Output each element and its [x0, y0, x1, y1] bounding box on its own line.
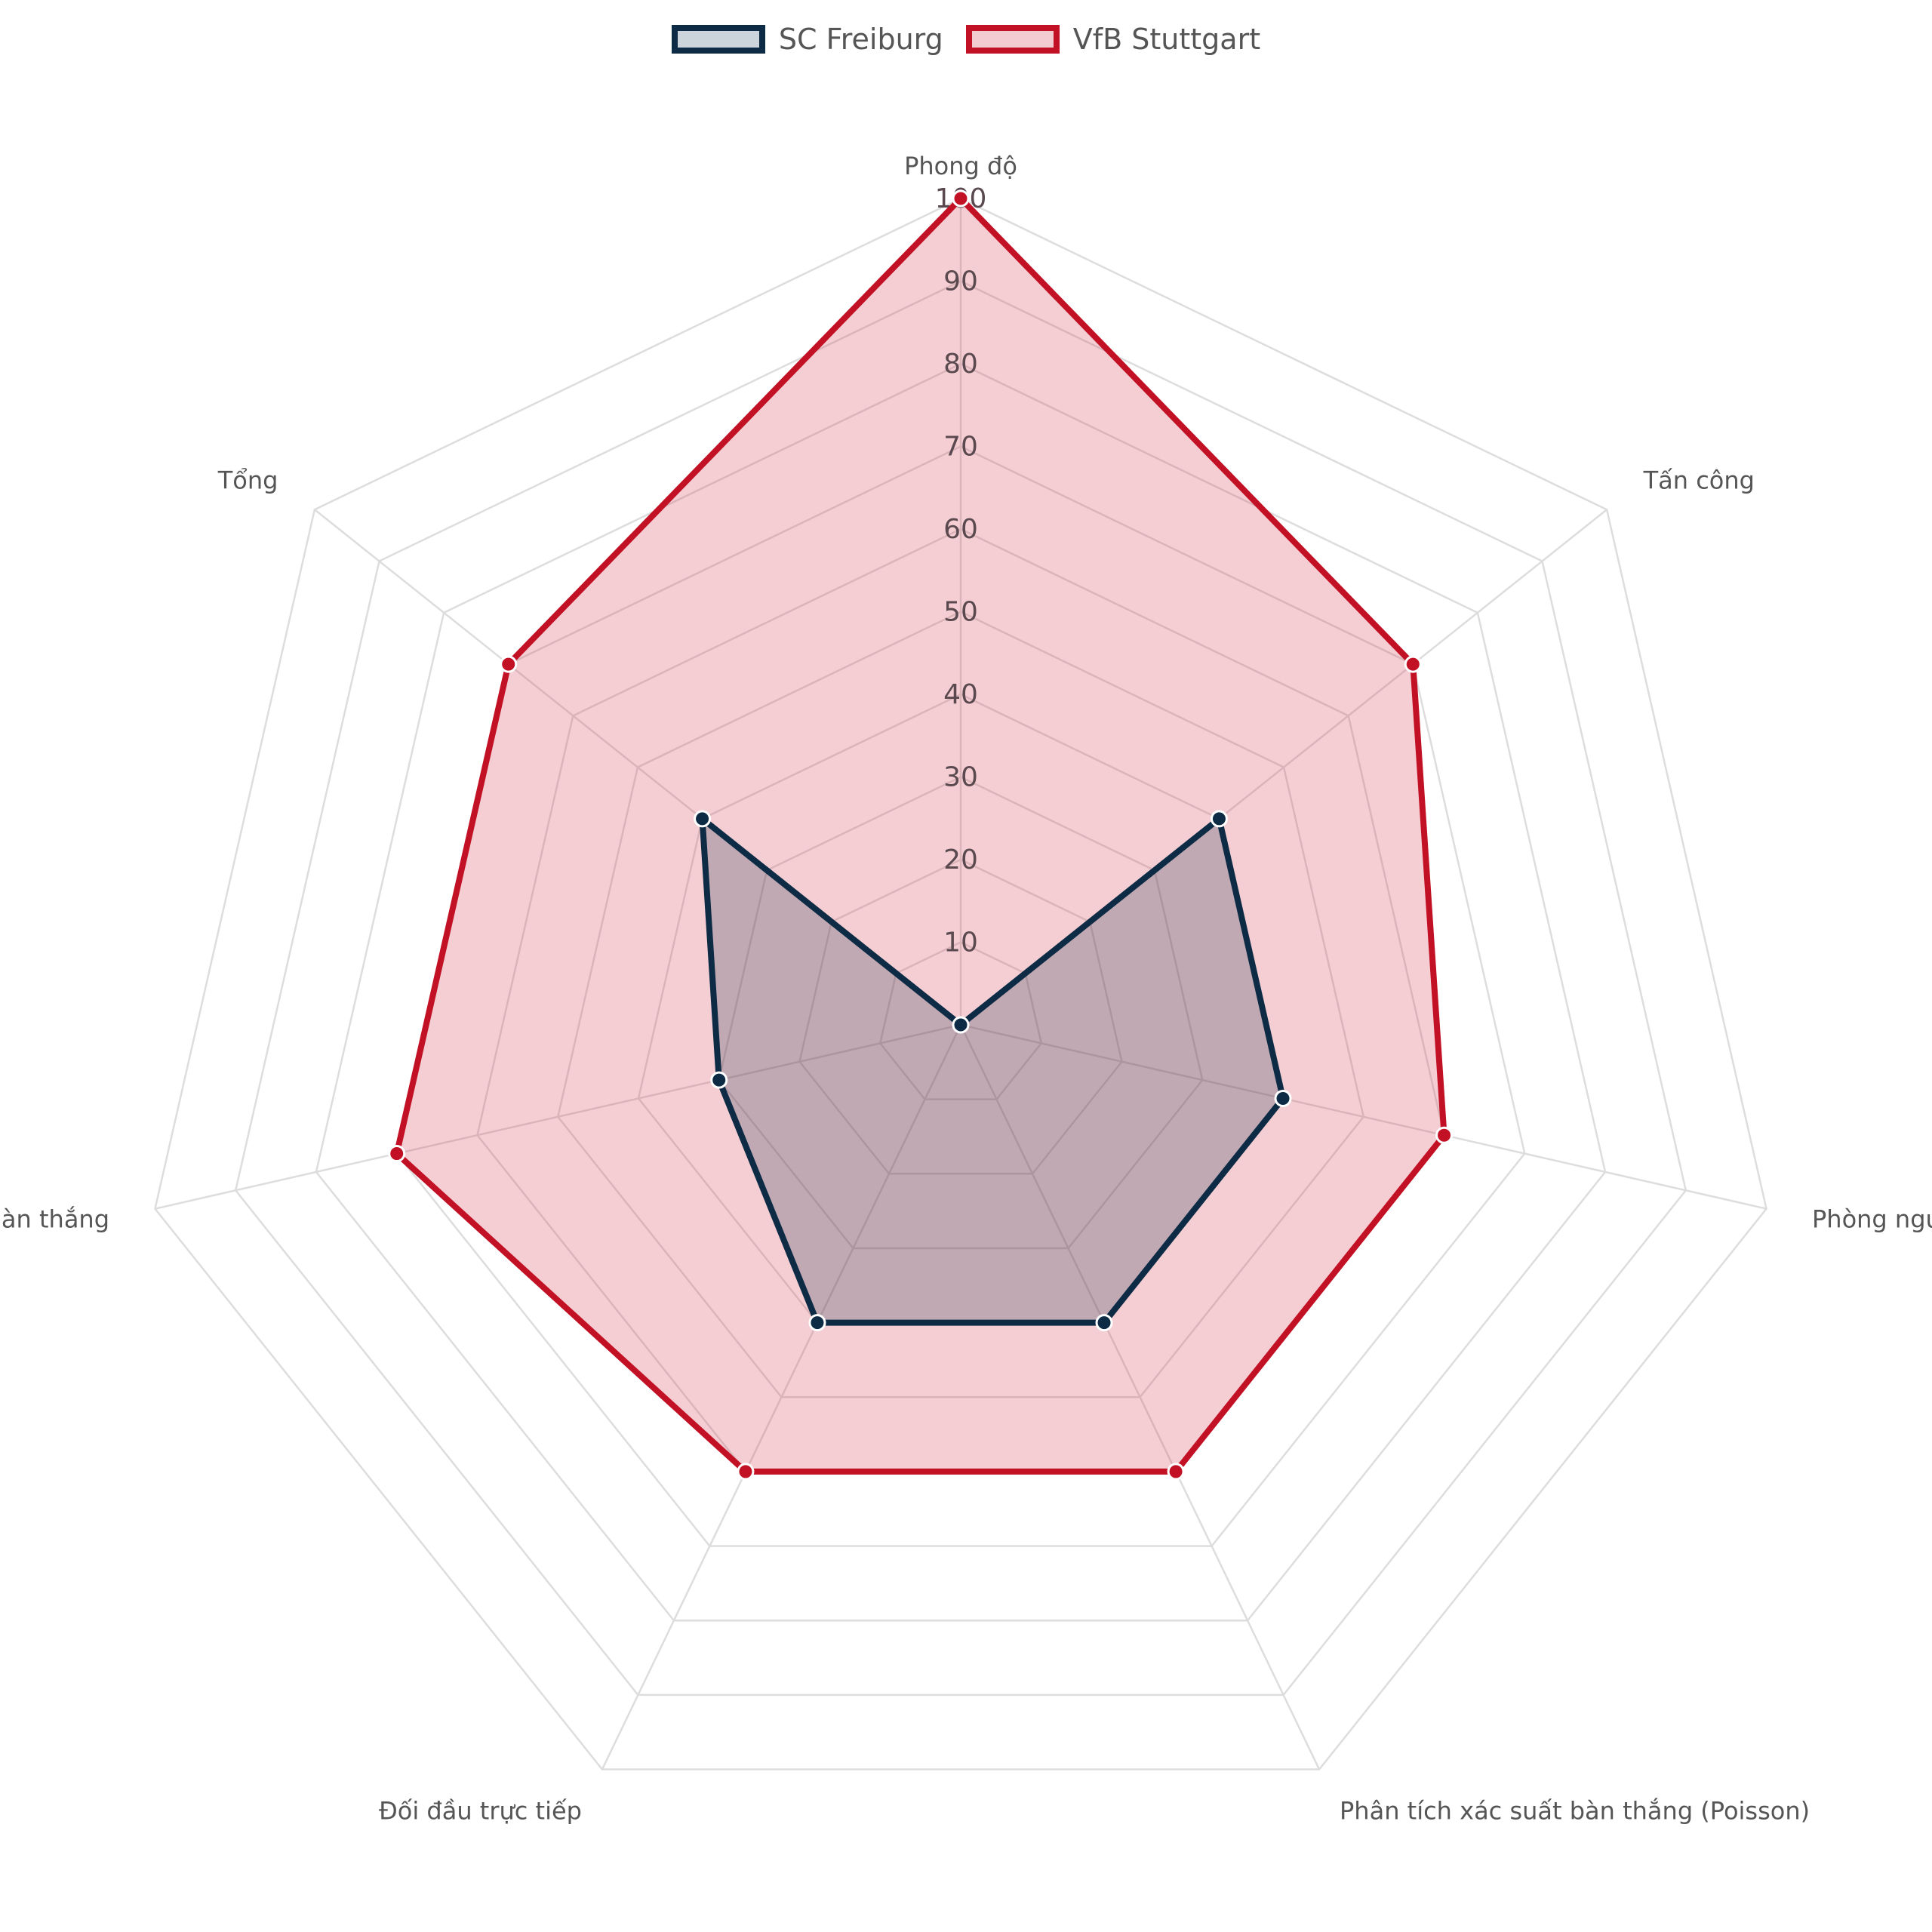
radial-tick-label-60: 60	[943, 514, 978, 545]
axis-spoke-5	[155, 1023, 961, 1210]
axis-label-4: Đối đầu trực tiếp	[379, 1796, 582, 1825]
series-1-point-3	[1167, 1463, 1185, 1481]
series-1-point-0	[952, 189, 970, 208]
radial-tick-label-30: 30	[943, 762, 978, 793]
axis-label-6: Tổng	[217, 466, 278, 495]
legend-swatch-freiburg	[671, 25, 765, 54]
series-0-point-3	[1095, 1314, 1113, 1332]
series-0-point-4	[808, 1314, 826, 1332]
radial-tick-label-70: 70	[943, 432, 978, 463]
axis-label-5: Bàn thắng	[0, 1204, 109, 1233]
axis-label-1: Tấn công	[1643, 466, 1755, 495]
radial-tick-label-50: 50	[943, 597, 978, 628]
radial-tick-label-90: 90	[943, 266, 978, 297]
legend-item-stuttgart[interactable]: VfB Stuttgart	[965, 23, 1261, 56]
axis-spoke-2	[960, 1023, 1767, 1210]
axis-label-2: Phòng ngự	[1812, 1204, 1932, 1233]
radial-tick-label-80: 80	[943, 349, 978, 380]
grid-ring-50	[556, 611, 1365, 1398]
series-0-point-0	[952, 1016, 970, 1034]
grid-ring-80	[315, 362, 1607, 1622]
axis-label-3: Phân tích xác suất bàn thắng (Poisson)	[1340, 1796, 1810, 1825]
legend-label-freiburg: SC Freiburg	[778, 23, 943, 56]
grid-ring-30	[718, 776, 1204, 1250]
series-1-point-2	[1435, 1126, 1454, 1144]
series-area-0	[702, 818, 1284, 1323]
series-area-1	[396, 198, 1444, 1472]
legend-label-stuttgart: VfB Stuttgart	[1072, 23, 1261, 56]
radial-tick-label-20: 20	[943, 844, 978, 875]
axis-label-0: Phong độ	[904, 152, 1017, 180]
legend-item-freiburg[interactable]: SC Freiburg	[671, 23, 943, 56]
grid-ring-10	[878, 941, 1043, 1100]
radial-tick-label-10: 10	[943, 928, 978, 958]
series-1-point-5	[388, 1145, 406, 1163]
series-line-1	[393, 194, 1447, 1475]
series-0-point-6	[694, 810, 712, 828]
series-line-0	[698, 812, 1287, 1326]
grid-ring-90	[234, 280, 1687, 1697]
series-1-point-4	[737, 1463, 755, 1481]
grid-ring-20	[798, 858, 1123, 1175]
series-0-point-2	[1274, 1089, 1292, 1107]
series-1-point-6	[500, 655, 518, 673]
legend-swatch-stuttgart	[965, 25, 1060, 54]
grid-ring-100	[154, 197, 1767, 1770]
series-0-point-5	[710, 1071, 728, 1089]
axis-spoke-4	[601, 1024, 962, 1770]
legend: SC Freiburg VfB Stuttgart	[0, 17, 1932, 62]
radial-tick-label-40: 40	[943, 679, 978, 710]
series-1-point-1	[1404, 655, 1422, 673]
series-0-point-1	[1210, 810, 1228, 828]
axis-spoke-3	[959, 1024, 1321, 1770]
